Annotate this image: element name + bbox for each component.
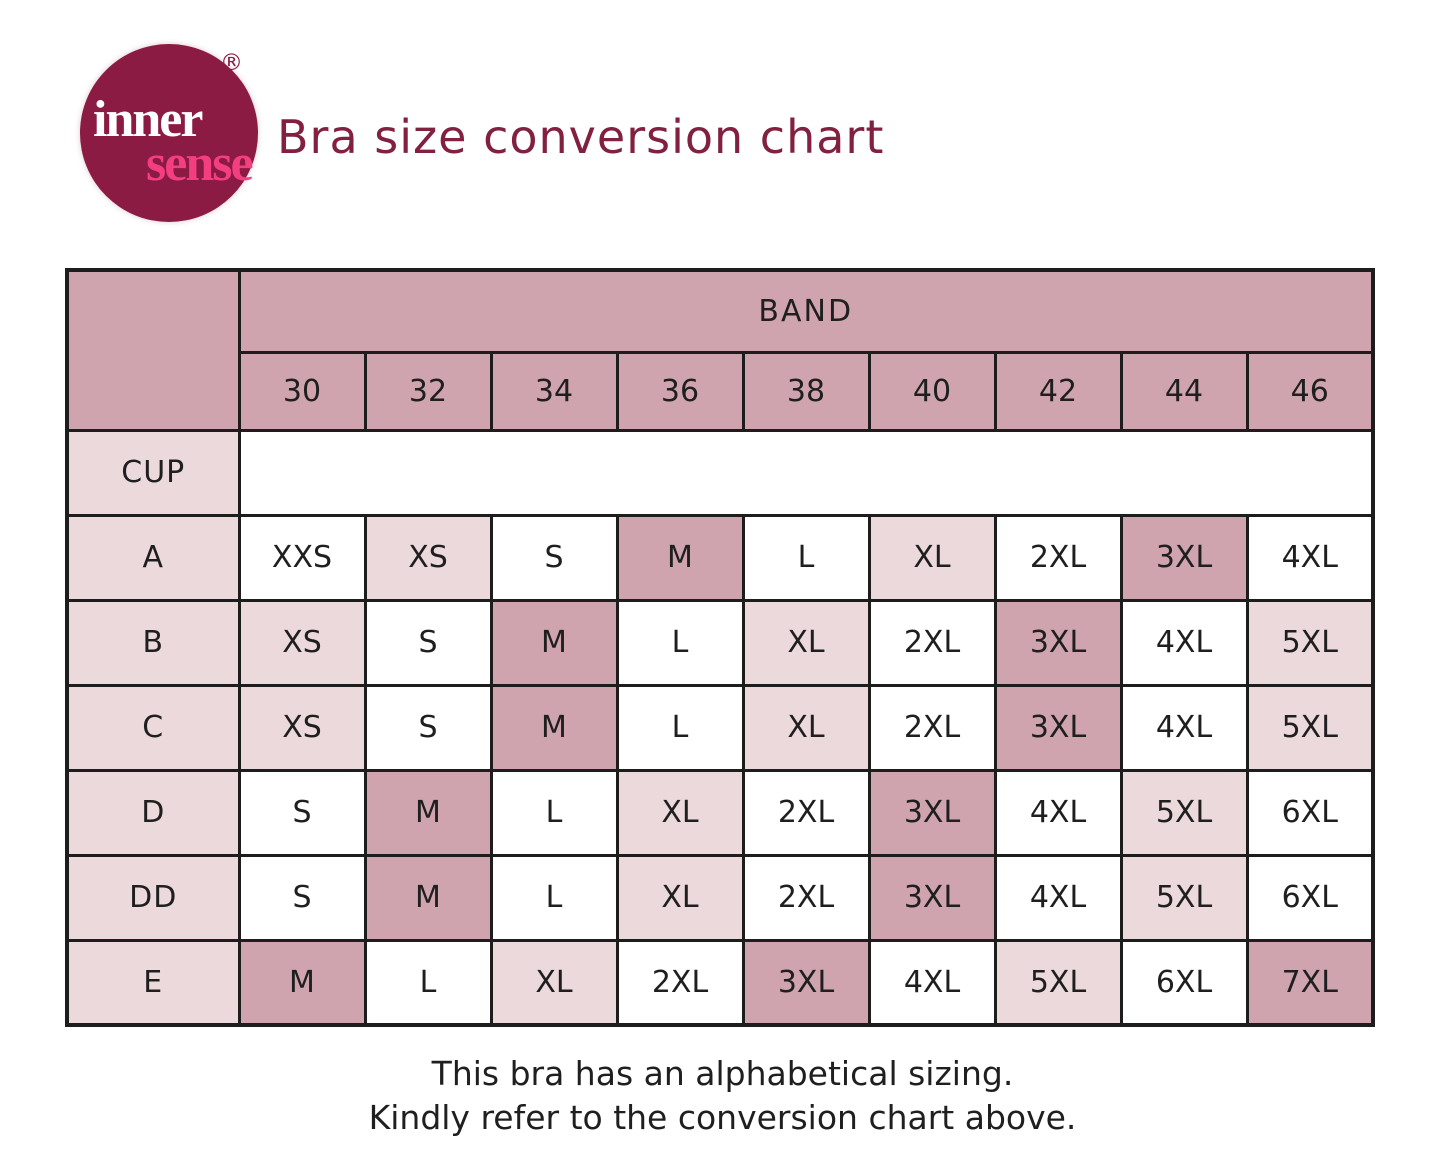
size-cell: 4XL <box>1119 598 1249 687</box>
size-cell: 5XL <box>993 938 1123 1027</box>
band-size-header: 36 <box>615 350 745 432</box>
size-cell: 3XL <box>993 683 1123 772</box>
band-size-header: 42 <box>993 350 1123 432</box>
registered-trademark-icon: ® <box>220 50 243 76</box>
table-row: B XS S M L XL 2XL 3XL 4XL 5XL <box>65 598 1375 687</box>
brand-logo: inner sense <box>80 44 258 222</box>
size-cell: 5XL <box>1245 598 1375 687</box>
table-row: A XXS XS S M L XL 2XL 3XL 4XL <box>65 513 1375 602</box>
band-group-header: BAND <box>237 268 1375 354</box>
size-cell: 4XL <box>993 853 1123 942</box>
size-cell: XL <box>741 598 871 687</box>
band-size-header: 38 <box>741 350 871 432</box>
cup-row-label: D <box>65 768 241 857</box>
size-cell: XL <box>489 938 619 1027</box>
size-cell: 3XL <box>1119 513 1249 602</box>
size-cell: 4XL <box>1119 683 1249 772</box>
size-cell: 2XL <box>615 938 745 1027</box>
footer-note: This bra has an alphabetical sizing. Kin… <box>0 1052 1445 1139</box>
band-size-header: 32 <box>363 350 493 432</box>
size-cell: XXS <box>237 513 367 602</box>
size-cell: L <box>363 938 493 1027</box>
cup-row-label: B <box>65 598 241 687</box>
band-size-header: 40 <box>867 350 997 432</box>
bra-size-conversion-table: BAND 30 32 34 36 38 40 42 44 46 CUP A XX… <box>65 268 1375 1027</box>
size-cell: M <box>489 683 619 772</box>
size-cell: L <box>615 683 745 772</box>
size-cell: S <box>363 598 493 687</box>
size-cell: 5XL <box>1119 853 1249 942</box>
footer-note-line1: This bra has an alphabetical sizing. <box>431 1054 1014 1093</box>
size-cell: XL <box>741 683 871 772</box>
corner-cell <box>65 268 241 432</box>
size-cell: 2XL <box>867 598 997 687</box>
size-cell: 5XL <box>1245 683 1375 772</box>
cup-row-label: E <box>65 938 241 1027</box>
band-size-header: 30 <box>237 350 367 432</box>
cup-row-label: A <box>65 513 241 602</box>
size-cell: 4XL <box>993 768 1123 857</box>
size-cell: S <box>237 768 367 857</box>
size-cell: L <box>489 853 619 942</box>
band-size-header: 34 <box>489 350 619 432</box>
cup-spacer-cell <box>237 428 1375 517</box>
size-cell: 3XL <box>867 768 997 857</box>
size-cell: 6XL <box>1245 768 1375 857</box>
cup-row-label: DD <box>65 853 241 942</box>
size-cell: XL <box>867 513 997 602</box>
size-cell: M <box>237 938 367 1027</box>
table-row: DD S M L XL 2XL 3XL 4XL 5XL 6XL <box>65 853 1375 942</box>
table-row: E M L XL 2XL 3XL 4XL 5XL 6XL 7XL <box>65 938 1375 1027</box>
size-cell: 2XL <box>741 853 871 942</box>
size-cell: L <box>615 598 745 687</box>
size-cell: XL <box>615 768 745 857</box>
size-cell: L <box>489 768 619 857</box>
footer-note-line2: Kindly refer to the conversion chart abo… <box>368 1097 1077 1137</box>
size-cell: 7XL <box>1245 938 1375 1027</box>
logo-inner-text: inner <box>93 91 203 148</box>
size-cell: 5XL <box>1119 768 1249 857</box>
size-cell: S <box>489 513 619 602</box>
table-row: D S M L XL 2XL 3XL 4XL 5XL 6XL <box>65 768 1375 857</box>
size-cell: 3XL <box>867 853 997 942</box>
page-title: Bra size conversion chart <box>277 110 885 164</box>
size-cell: M <box>363 853 493 942</box>
size-cell: 2XL <box>993 513 1123 602</box>
size-cell: S <box>363 683 493 772</box>
size-cell: 6XL <box>1245 853 1375 942</box>
size-cell: M <box>489 598 619 687</box>
band-size-header: 46 <box>1245 350 1375 432</box>
size-cell: 6XL <box>1119 938 1249 1027</box>
size-cell: XS <box>237 683 367 772</box>
size-cell: XS <box>237 598 367 687</box>
size-cell: L <box>741 513 871 602</box>
logo-sense-text: sense <box>146 135 254 192</box>
cup-group-header: CUP <box>65 428 241 517</box>
size-cell: S <box>237 853 367 942</box>
size-cell: XS <box>363 513 493 602</box>
size-cell: 3XL <box>741 938 871 1027</box>
cup-row-label: C <box>65 683 241 772</box>
size-cell: 2XL <box>741 768 871 857</box>
band-size-header: 44 <box>1119 350 1249 432</box>
size-cell: 4XL <box>867 938 997 1027</box>
size-cell: M <box>363 768 493 857</box>
table-row: C XS S M L XL 2XL 3XL 4XL 5XL <box>65 683 1375 772</box>
size-cell: 4XL <box>1245 513 1375 602</box>
size-cell: 3XL <box>993 598 1123 687</box>
size-cell: M <box>615 513 745 602</box>
size-cell: XL <box>615 853 745 942</box>
size-cell: 2XL <box>867 683 997 772</box>
